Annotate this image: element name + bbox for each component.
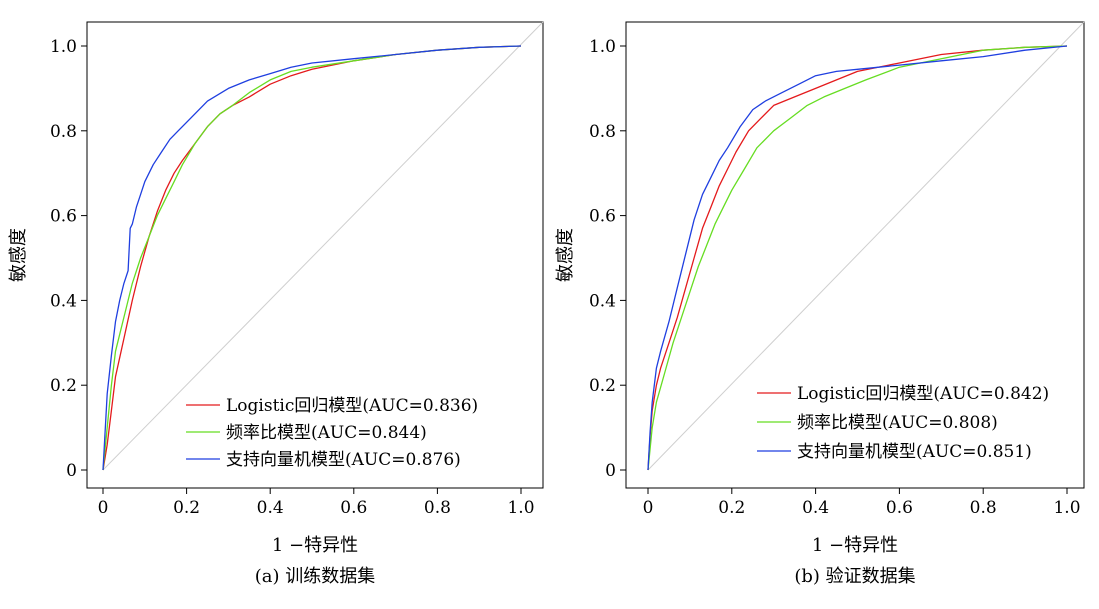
legend-label: 频率比模型(AUC=0.844)	[226, 423, 427, 443]
x-tick-label: 0.2	[718, 498, 745, 518]
y-tick-label: 0	[66, 461, 77, 481]
plot-frame	[625, 21, 1085, 489]
x-tick-label: 0.6	[886, 498, 913, 518]
y-tick-label: 0.6	[589, 207, 616, 227]
legend-label: 支持向量机模型(AUC=0.876)	[226, 450, 461, 470]
y-tick-label: 0.6	[50, 207, 77, 227]
legend-label: 支持向量机模型(AUC=0.851)	[797, 442, 1032, 462]
legend-label: Logistic回归模型(AUC=0.842)	[797, 384, 1049, 404]
x-tick-label: 0	[98, 498, 109, 518]
roc-panel-b: 0 0.2 0.4 0.6 0.8 1.0 0 0.2 0.4 0.6 0.8 1.0 1 −特异性 敏感…	[555, 21, 1085, 587]
y-tick-label: 0.2	[589, 376, 616, 396]
y-axis-title: 敏感度	[555, 228, 576, 282]
y-tick-label: 0.2	[50, 376, 77, 396]
y-tick-label: 0.4	[589, 291, 616, 311]
x-tick-label: 0.8	[424, 498, 451, 518]
y-tick-label: 1.0	[50, 37, 77, 57]
series-line-1	[647, 45, 1068, 471]
plot-frame	[86, 21, 544, 489]
series-line-2	[647, 45, 1068, 471]
x-axis-title: 1 −特异性	[272, 535, 358, 556]
series-line-3	[647, 45, 1068, 471]
x-tick-label: 0.2	[173, 498, 200, 518]
y-tick-label: 0.8	[50, 122, 77, 142]
y-tick-label: 0.8	[589, 122, 616, 142]
legend-label: Logistic回归模型(AUC=0.836)	[226, 396, 478, 416]
reference-diagonal	[647, 21, 1085, 471]
x-tick-label: 1.0	[507, 498, 534, 518]
y-tick-label: 0	[605, 461, 616, 481]
x-tick-label: 0.6	[340, 498, 367, 518]
x-tick-label: 0.4	[802, 498, 829, 518]
x-tick-label: 0	[643, 498, 654, 518]
series-line-3	[102, 45, 522, 471]
series-line-2	[102, 45, 522, 471]
legend-label: 频率比模型(AUC=0.808)	[797, 413, 998, 433]
panel-caption: (b) 验证数据集	[794, 566, 915, 587]
roc-panel-a: 0 0.2 0.4 0.6 0.8 1.0 0 0.2 0.4 0.6 0.8 1.0 1 −特异性 敏感…	[8, 21, 544, 587]
x-tick-label: 1.0	[1053, 498, 1080, 518]
y-tick-label: 1.0	[589, 37, 616, 57]
y-tick-label: 0.4	[50, 291, 77, 311]
x-axis-title: 1 −特异性	[812, 535, 898, 556]
x-tick-label: 0.4	[257, 498, 284, 518]
x-tick-label: 0.8	[970, 498, 997, 518]
reference-diagonal	[102, 21, 544, 471]
panel-caption: (a) 训练数据集	[255, 566, 376, 587]
y-axis-title: 敏感度	[8, 228, 29, 282]
